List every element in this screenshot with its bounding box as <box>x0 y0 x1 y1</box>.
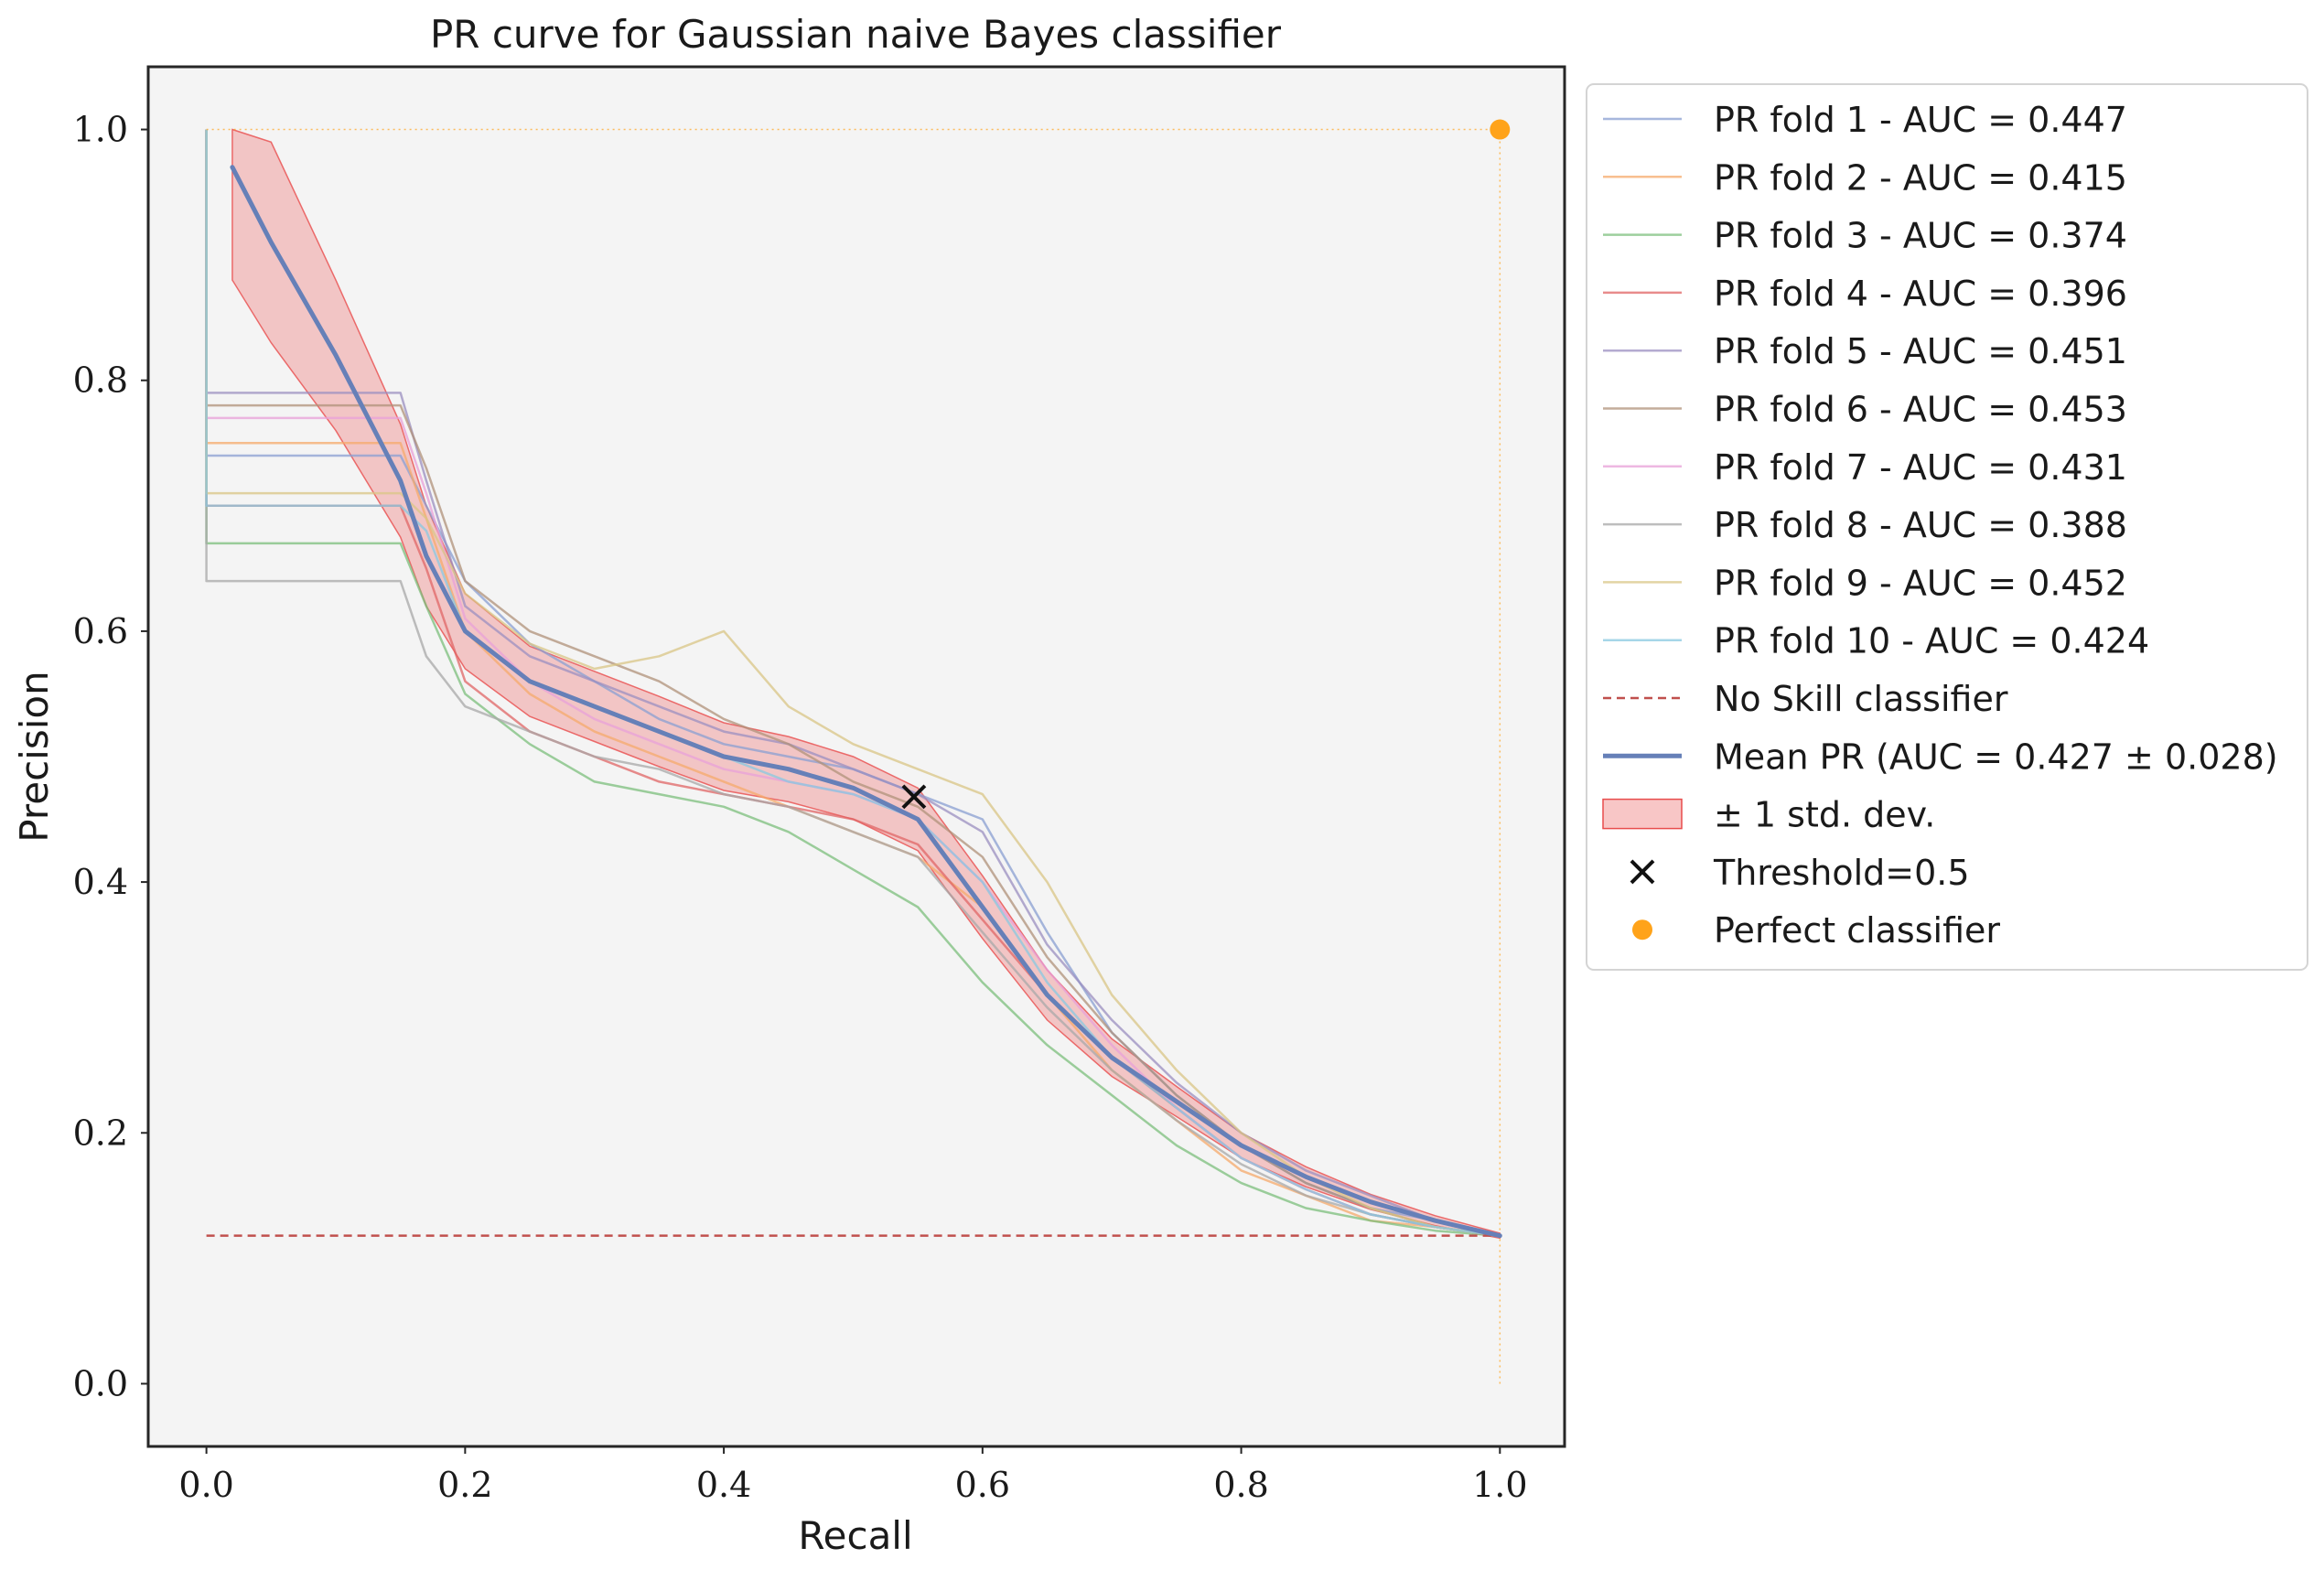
legend-label: Perfect classifier <box>1714 910 2000 951</box>
y-tick-label: 0.8 <box>73 360 128 401</box>
legend-item-fold-9: PR fold 9 - AUC = 0.452 <box>1603 563 2127 603</box>
plot-area <box>148 67 1565 1446</box>
legend-box <box>1586 83 2308 971</box>
x-tick-label: 0.8 <box>1213 1465 1268 1505</box>
legend-item-fold-2: PR fold 2 - AUC = 0.415 <box>1603 157 2127 198</box>
legend-item-fold-4: PR fold 4 - AUC = 0.396 <box>1603 274 2127 314</box>
perfect-classifier-point <box>1490 119 1511 140</box>
legend-label: PR fold 7 - AUC = 0.431 <box>1714 447 2127 488</box>
plot-frame <box>146 65 1566 1448</box>
x-tick-label: 0.6 <box>955 1465 1010 1505</box>
legend-swatch <box>1632 919 1652 940</box>
fold-3-curve <box>205 129 1501 1237</box>
y-tick-label: 0.6 <box>73 611 128 651</box>
chart-title: PR curve for Gaussian naive Bayes classi… <box>430 12 1282 57</box>
legend-item-fold-6: PR fold 6 - AUC = 0.453 <box>1603 390 2127 430</box>
legend-item-fold-3: PR fold 3 - AUC = 0.374 <box>1603 216 2127 256</box>
x-tick-label: 0.4 <box>696 1465 751 1505</box>
fold-10-curve <box>205 129 1501 1237</box>
legend-item-fold-10: PR fold 10 - AUC = 0.424 <box>1603 621 2149 661</box>
x-tick-label: 1.0 <box>1472 1465 1527 1505</box>
legend-label: PR fold 1 - AUC = 0.447 <box>1714 100 2127 140</box>
legend-label: PR fold 2 - AUC = 0.415 <box>1714 157 2127 198</box>
legend-item-fold-5: PR fold 5 - AUC = 0.451 <box>1603 331 2127 371</box>
legend-label: PR fold 3 - AUC = 0.374 <box>1714 216 2127 256</box>
legend-item-mean-pr: Mean PR (AUC = 0.427 ± 0.028) <box>1603 736 2278 777</box>
y-axis-label: Precision <box>12 671 57 842</box>
legend-label: Mean PR (AUC = 0.427 ± 0.028) <box>1714 736 2278 777</box>
axes-layer: 0.0 0.2 0.4 0.6 0.8 1.0 0.0 0.2 0.4 0.6 0.8 1.0 <box>73 110 1528 1505</box>
legend-label: Threshold=0.5 <box>1713 853 1970 893</box>
legend-label: PR fold 9 - AUC = 0.452 <box>1714 563 2127 603</box>
legend-item-fold-1: PR fold 1 - AUC = 0.447 <box>1603 100 2127 140</box>
legend-item-fold-7: PR fold 7 - AUC = 0.431 <box>1603 447 2127 488</box>
legend-item-threshold: Threshold=0.5 <box>1630 853 1970 893</box>
y-tick-label: 0.2 <box>73 1112 128 1153</box>
legend-item-fold-8: PR fold 8 - AUC = 0.388 <box>1603 505 2127 545</box>
x-axis-label: Recall <box>798 1513 912 1558</box>
fold-5-curve <box>205 129 1501 1237</box>
legend-label: PR fold 5 - AUC = 0.451 <box>1714 331 2127 371</box>
y-tick-label: 1.0 <box>73 110 128 150</box>
legend-label: PR fold 6 - AUC = 0.453 <box>1714 390 2127 430</box>
legend-item-perfect: Perfect classifier <box>1632 910 2000 951</box>
legend-swatch <box>1602 798 1683 830</box>
legend-label: No Skill classifier <box>1714 679 2008 719</box>
std-band-area <box>231 128 1501 1240</box>
fold-8-curve <box>205 129 1501 1237</box>
legend-item-no-skill: No Skill classifier <box>1603 679 2008 719</box>
legend-label: PR fold 8 - AUC = 0.388 <box>1714 505 2127 545</box>
legend-items: PR fold 1 - AUC = 0.447 PR fold 2 - AUC =… <box>1602 100 2278 951</box>
legend-label: ± 1 std. dev. <box>1714 795 1935 835</box>
x-tick-label: 0.0 <box>178 1465 233 1505</box>
fold-9-curve <box>205 129 1501 1237</box>
y-tick-label: 0.4 <box>73 862 128 902</box>
fold-6-curve <box>205 129 1501 1237</box>
y-tick-label: 0.0 <box>73 1363 128 1403</box>
legend-label: PR fold 4 - AUC = 0.396 <box>1714 274 2127 314</box>
x-tick-label: 0.2 <box>437 1465 492 1505</box>
legend-label: PR fold 10 - AUC = 0.424 <box>1714 621 2149 661</box>
mean-pr-curve <box>230 165 1502 1239</box>
legend: PR fold 1 - AUC = 0.447 PR fold 2 - AUC =… <box>1586 83 2308 971</box>
legend-swatch <box>1630 859 1655 885</box>
threshold-marker <box>901 784 927 810</box>
legend-item-std-band: ± 1 std. dev. <box>1602 795 1935 835</box>
plot-layer <box>205 119 1511 1384</box>
